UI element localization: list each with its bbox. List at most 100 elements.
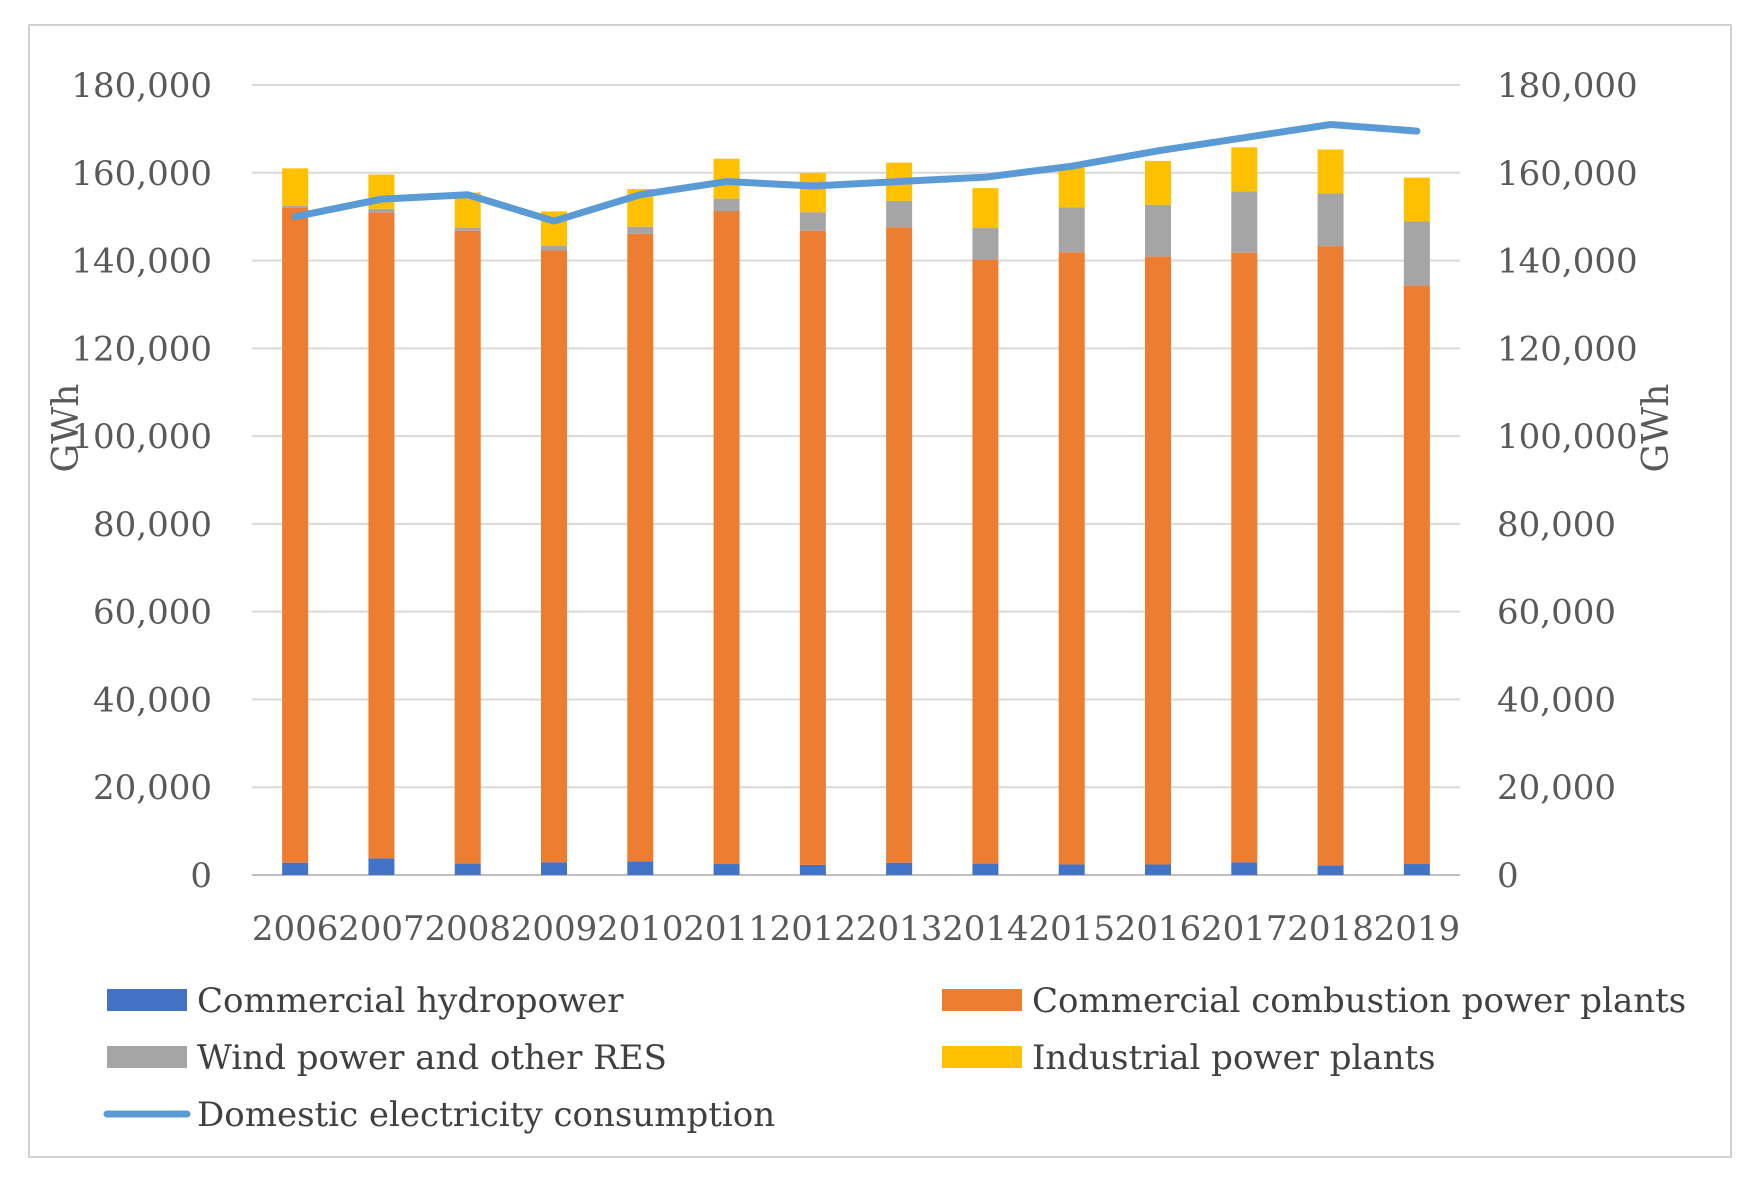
bar-segment-commercial-hydropower-2018 [1317, 865, 1344, 875]
x-tick-label: 2006 [252, 909, 339, 949]
bar-segment-commercial-hydropower-2009 [541, 862, 567, 875]
bar-segment-industrial-power-plants-2015 [1058, 167, 1085, 208]
bar-segment-commercial-hydropower-2008 [454, 863, 481, 875]
bar-segment-commercial-hydropower-2019 [1403, 864, 1430, 875]
y-tick-label-right: 0 [1497, 856, 1519, 896]
bar-segment-wind-power-and-other-res-2017 [1231, 191, 1258, 253]
x-tick-label: 2009 [511, 909, 598, 949]
x-tick-label: 2011 [683, 909, 770, 949]
y-axis-left: 0 20,000 40,000 60,000 80,000 100,000 120,000 1… [71, 66, 212, 896]
bar-segment-commercial-combustion-power-plants-2013 [886, 227, 913, 863]
bar-segment-wind-power-and-other-res-2019 [1403, 221, 1430, 286]
y-tick-label-left: 120,000 [71, 329, 212, 369]
bar-segment-wind-power-and-other-res-2013 [886, 200, 913, 228]
y-tick-label-left: 160,000 [71, 154, 212, 194]
bar-segment-commercial-combustion-power-plants-2009 [541, 250, 567, 863]
bar-segment-commercial-hydropower-2011 [713, 864, 740, 875]
legend-label-industrial: Industrial power plants [1032, 1038, 1436, 1078]
y-tick-label-left: 20,000 [93, 768, 212, 808]
bar-segment-commercial-hydropower-2006 [282, 862, 309, 875]
bar-segment-commercial-combustion-power-plants-2017 [1231, 252, 1258, 863]
y-tick-label-right: 60,000 [1497, 593, 1616, 633]
legend-label-wind-res: Wind power and other RES [197, 1038, 667, 1078]
bar-segment-commercial-combustion-power-plants-2011 [713, 210, 740, 865]
bar-segment-wind-power-and-other-res-2014 [972, 228, 999, 260]
bar-segment-commercial-combustion-power-plants-2008 [454, 230, 481, 864]
bar-segment-commercial-combustion-power-plants-2006 [282, 207, 309, 863]
legend-swatch-industrial [942, 1046, 1022, 1068]
bar-segment-commercial-combustion-power-plants-2016 [1145, 256, 1171, 865]
bar-segment-commercial-combustion-power-plants-2012 [799, 230, 826, 865]
bar-segment-commercial-combustion-power-plants-2007 [368, 212, 395, 859]
x-axis: 2006 2007 2008 2009 2010 2011 2012 2013 2014 2015… [252, 909, 1460, 949]
bar-segment-commercial-hydropower-2010 [627, 861, 654, 875]
y-tick-label-right: 80,000 [1497, 505, 1616, 545]
legend-swatch-combustion [942, 989, 1022, 1011]
y-axis-left-title: GWh [46, 384, 87, 473]
bar-segment-commercial-hydropower-2013 [886, 862, 913, 875]
bar-segment-industrial-power-plants-2012 [799, 172, 826, 213]
bar-segment-industrial-power-plants-2006 [282, 168, 309, 206]
x-tick-label: 2019 [1374, 909, 1461, 949]
x-tick-label: 2008 [424, 909, 511, 949]
bar-segment-commercial-hydropower-2016 [1145, 864, 1171, 875]
bar-series [282, 147, 1430, 875]
x-tick-label: 2007 [338, 909, 425, 949]
bar-segment-wind-power-and-other-res-2010 [627, 226, 654, 234]
y-tick-label-right: 40,000 [1497, 680, 1616, 720]
x-tick-label: 2014 [942, 909, 1029, 949]
x-tick-label: 2013 [856, 909, 943, 949]
y-tick-label-right: 120,000 [1497, 329, 1638, 369]
bar-segment-wind-power-and-other-res-2008 [454, 227, 481, 231]
chart-frame [28, 24, 1732, 1158]
y-tick-label-left: 80,000 [93, 505, 212, 545]
bar-segment-wind-power-and-other-res-2007 [368, 208, 395, 213]
legend-label-combustion: Commercial combustion power plants [1032, 981, 1686, 1021]
gridlines [252, 84, 1460, 876]
legend-label-consumption: Domestic electricity consumption [197, 1095, 775, 1135]
bar-segment-industrial-power-plants-2017 [1231, 147, 1258, 192]
legend: Commercial hydropower Commercial combust… [103, 981, 1686, 1135]
y-axis-right: 0 20,000 40,000 60,000 80,000 100,000 120,000 1… [1497, 66, 1638, 896]
legend-swatch-hydropower [107, 989, 187, 1011]
x-tick-label: 2017 [1201, 909, 1288, 949]
line-domestic-electricity-consumption [291, 121, 1421, 225]
legend-swatch-wind-res [107, 1046, 187, 1068]
bar-segment-wind-power-and-other-res-2012 [799, 212, 826, 231]
y-tick-label-left: 40,000 [93, 680, 212, 720]
y-tick-label-left: 180,000 [71, 66, 212, 106]
x-tick-label: 2015 [1028, 909, 1115, 949]
y-tick-label-right: 20,000 [1497, 768, 1616, 808]
bar-segment-wind-power-and-other-res-2009 [541, 245, 567, 251]
bar-segment-commercial-combustion-power-plants-2010 [627, 233, 654, 862]
bar-segment-industrial-power-plants-2016 [1145, 160, 1171, 205]
x-tick-label: 2016 [1115, 909, 1202, 949]
bar-segment-industrial-power-plants-2019 [1403, 177, 1430, 222]
bar-segment-wind-power-and-other-res-2011 [713, 198, 740, 211]
bar-segment-commercial-hydropower-2015 [1058, 864, 1085, 875]
y-tick-label-right: 100,000 [1497, 417, 1638, 457]
bar-segment-commercial-combustion-power-plants-2019 [1403, 285, 1430, 865]
bar-segment-commercial-combustion-power-plants-2018 [1317, 246, 1344, 866]
bar-segment-industrial-power-plants-2018 [1317, 149, 1344, 194]
bar-segment-commercial-combustion-power-plants-2014 [972, 259, 999, 864]
x-tick-label: 2018 [1287, 909, 1374, 949]
y-tick-label-right: 140,000 [1497, 242, 1638, 282]
bar-segment-commercial-hydropower-2007 [368, 858, 395, 875]
y-tick-label-left: 100,000 [71, 417, 212, 457]
y-tick-label-right: 160,000 [1497, 154, 1638, 194]
consumption-line [291, 121, 1421, 225]
y-tick-label-left: 140,000 [71, 242, 212, 282]
x-tick-label: 2010 [597, 909, 684, 949]
bar-segment-wind-power-and-other-res-2015 [1058, 207, 1085, 253]
y-tick-label-left: 0 [190, 856, 212, 896]
bar-segment-wind-power-and-other-res-2006 [282, 205, 309, 208]
y-axis-right-title: GWh [1636, 384, 1677, 473]
bar-segment-commercial-hydropower-2017 [1231, 862, 1258, 875]
bar-segment-industrial-power-plants-2014 [972, 188, 999, 229]
y-tick-label-right: 180,000 [1497, 66, 1638, 106]
x-tick-label: 2012 [770, 909, 857, 949]
bar-segment-commercial-hydropower-2012 [799, 864, 826, 875]
bar-segment-wind-power-and-other-res-2018 [1317, 193, 1344, 247]
